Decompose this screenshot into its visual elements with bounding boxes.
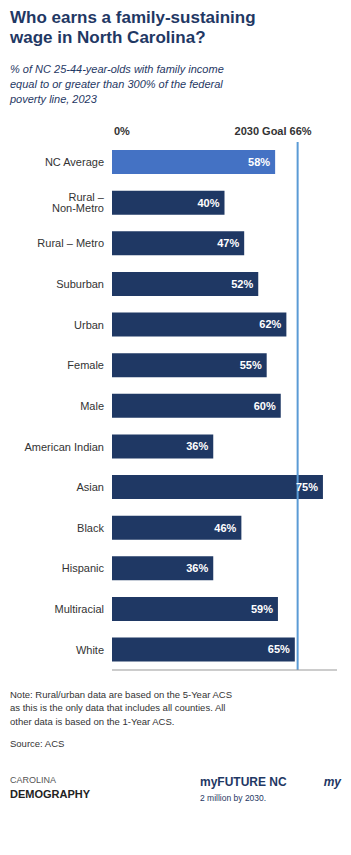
svg-text:36%: 36% <box>186 562 208 574</box>
svg-text:American Indian: American Indian <box>25 441 105 453</box>
html-text:Source: ACS: Source: ACS <box>10 738 65 749</box>
svg-text:0%: 0% <box>114 125 130 137</box>
svg-text:47%: 47% <box>217 237 239 249</box>
html-text:Who earns a family-sustaining: Who earns a family-sustaining wage in No… <box>10 8 256 48</box>
svg-text:NC Average: NC Average <box>45 156 104 168</box>
svg-text:65%: 65% <box>268 643 290 655</box>
svg-text:60%: 60% <box>254 400 276 412</box>
svg-text:75%: 75% <box>296 481 318 493</box>
svg-text:59%: 59% <box>251 603 273 615</box>
svg-text:White: White <box>76 644 104 656</box>
svg-text:58%: 58% <box>248 156 270 168</box>
svg-text:46%: 46% <box>214 522 236 534</box>
svg-text:Black: Black <box>77 522 104 534</box>
svg-text:40%: 40% <box>197 197 219 209</box>
html-text:myFUTURE NC: myFUTURE NC <box>200 775 287 789</box>
svg-text:Hispanic: Hispanic <box>62 562 105 574</box>
svg-text:62%: 62% <box>259 318 281 330</box>
svg-text:Male: Male <box>80 400 104 412</box>
html-text:CAROLINA: CAROLINA <box>10 775 56 785</box>
html-text:Note: Rural/urban data are bas: Note: Rural/urban data are based on the … <box>10 689 232 727</box>
svg-text:Urban: Urban <box>74 319 104 331</box>
svg-text:Multiracial: Multiracial <box>54 603 104 615</box>
svg-text:Female: Female <box>67 359 104 371</box>
svg-text:Asian: Asian <box>76 481 104 493</box>
svg-text:Rural – Metro: Rural – Metro <box>37 237 104 249</box>
html-text:DEMOGRAPHY: DEMOGRAPHY <box>10 788 91 800</box>
svg-text:Suburban: Suburban <box>56 278 104 290</box>
svg-text:52%: 52% <box>231 278 253 290</box>
html-text:% of NC 25-44-year-olds with f: % of NC 25-44-year-olds with family inco… <box>10 63 224 105</box>
svg-text:55%: 55% <box>240 359 262 371</box>
html-text:2 million by 2030.: 2 million by 2030. <box>200 793 267 803</box>
html-text:my: my <box>323 775 341 789</box>
svg-text:36%: 36% <box>186 440 208 452</box>
svg-text:Rural –Non-Metro: Rural –Non-Metro <box>52 191 105 214</box>
svg-text:2030 Goal 66%: 2030 Goal 66% <box>235 125 312 137</box>
